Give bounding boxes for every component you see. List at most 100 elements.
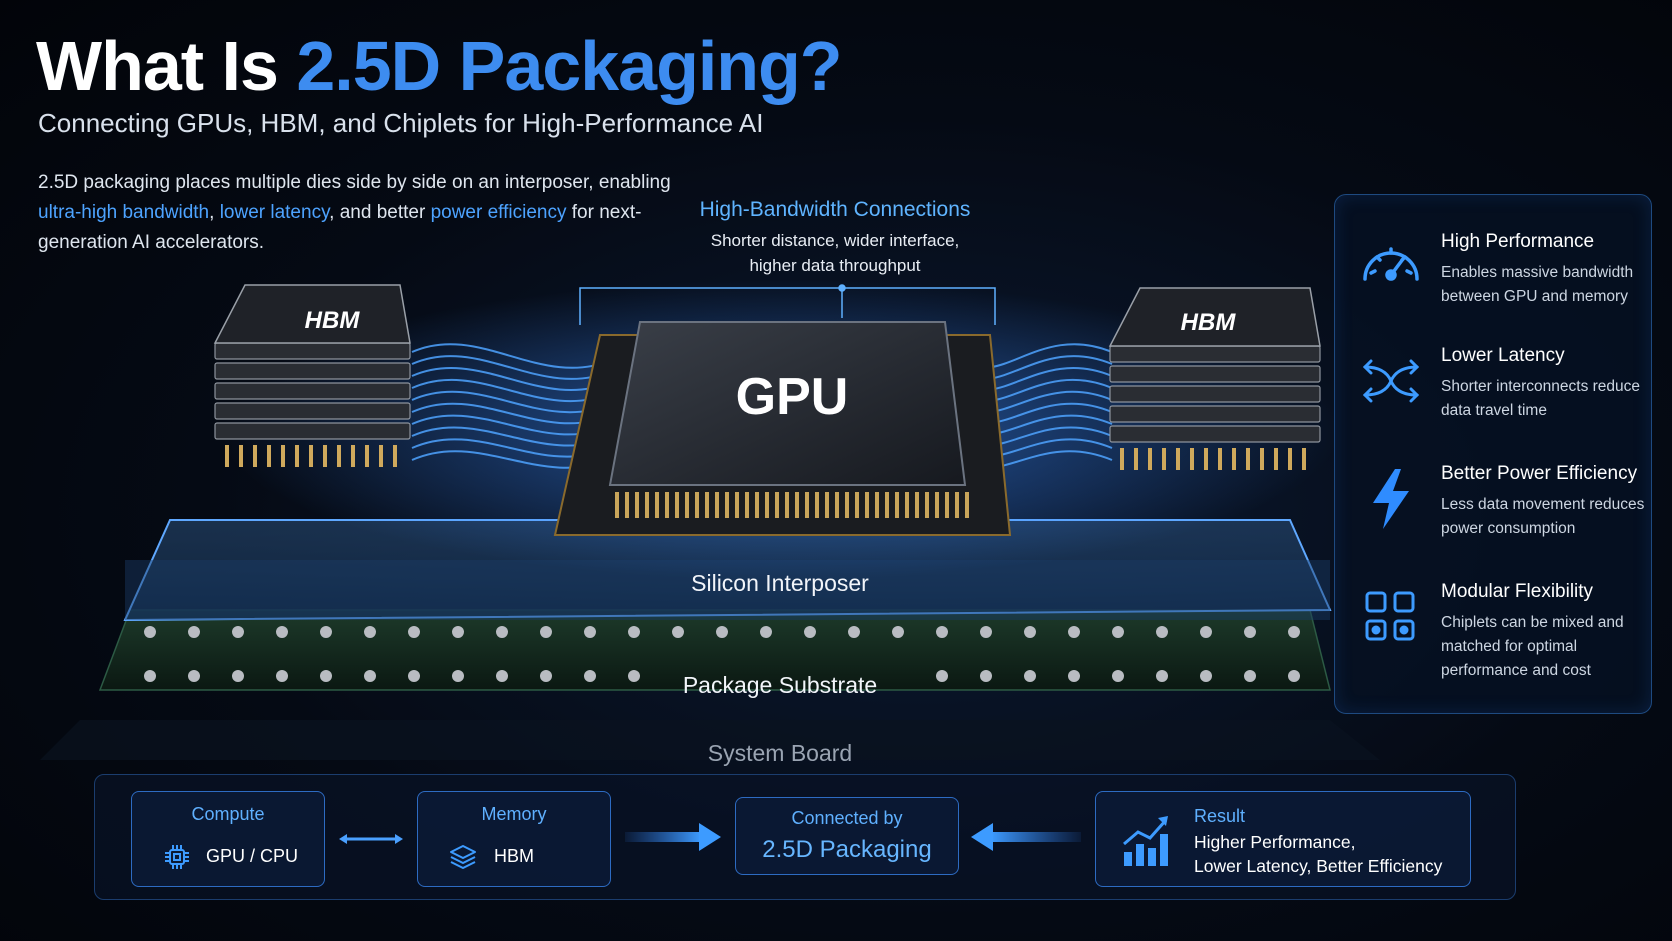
gpu-pin bbox=[935, 492, 939, 518]
gpu-pin bbox=[925, 492, 929, 518]
solder-ball bbox=[408, 670, 420, 682]
solder-ball bbox=[320, 626, 332, 638]
benefits-panel: High Performance Enables massive bandwid… bbox=[1334, 194, 1652, 714]
micro-bump bbox=[393, 445, 397, 467]
solder-ball bbox=[144, 670, 156, 682]
solder-ball bbox=[1244, 670, 1256, 682]
gpu-pin bbox=[755, 492, 759, 518]
gpu-label: GPU bbox=[736, 368, 849, 426]
micro-bump bbox=[225, 445, 229, 467]
solder-ball bbox=[452, 670, 464, 682]
interposer-label: Silicon Interposer bbox=[691, 570, 869, 596]
hbm-die-layer bbox=[214, 382, 411, 400]
callout-bracket bbox=[579, 284, 996, 325]
solder-ball bbox=[716, 626, 728, 638]
gpu-pin bbox=[895, 492, 899, 518]
page-subtitle: Connecting GPUs, HBM, and Chiplets for H… bbox=[38, 108, 764, 138]
solder-balls bbox=[144, 626, 1300, 682]
solder-ball bbox=[364, 626, 376, 638]
solder-ball bbox=[1112, 626, 1124, 638]
solder-ball bbox=[188, 670, 200, 682]
micro-bump bbox=[1134, 448, 1138, 470]
modules-icon bbox=[1365, 591, 1415, 641]
gpu-pin bbox=[665, 492, 669, 518]
gpu-pin bbox=[725, 492, 729, 518]
hbm-top-die bbox=[1108, 287, 1321, 347]
micro-bump bbox=[1288, 448, 1292, 470]
hbm-die-layer bbox=[214, 422, 411, 440]
hbm-die-layer bbox=[214, 362, 411, 380]
micro-bump bbox=[281, 445, 285, 467]
flow-box-value: Lower Latency, Better Efficiency bbox=[1194, 856, 1443, 876]
trace-left bbox=[411, 343, 613, 369]
solder-ball bbox=[408, 626, 420, 638]
solder-ball bbox=[1024, 626, 1036, 638]
gpu-pin bbox=[945, 492, 949, 518]
solder-ball bbox=[1288, 670, 1300, 682]
solder-ball bbox=[936, 626, 948, 638]
benefit-description: Less data movement reduces power consump… bbox=[1441, 496, 1645, 537]
gpu-pin bbox=[715, 492, 719, 518]
flow-box-heading: Compute bbox=[191, 804, 265, 824]
micro-bump bbox=[337, 445, 341, 467]
solder-ball bbox=[1200, 670, 1212, 682]
growth-chart-icon bbox=[1123, 816, 1168, 866]
micro-bump bbox=[1204, 448, 1208, 470]
solder-ball bbox=[144, 626, 156, 638]
layers-icon bbox=[450, 845, 476, 869]
micro-bump bbox=[379, 445, 383, 467]
chip-icon bbox=[165, 845, 189, 869]
gpu-pin bbox=[815, 492, 819, 518]
gpu-pin bbox=[865, 492, 869, 518]
gpu-pin bbox=[825, 492, 829, 518]
solder-ball bbox=[232, 670, 244, 682]
solder-ball bbox=[980, 626, 992, 638]
solder-ball bbox=[496, 626, 508, 638]
benefit-description: Enables massive bandwidth between GPU an… bbox=[1441, 264, 1634, 305]
flow-box-compute: Compute GPU / CPU bbox=[131, 791, 325, 887]
trace-left bbox=[411, 355, 613, 380]
gpu-pin bbox=[685, 492, 689, 518]
micro-bump bbox=[1120, 448, 1124, 470]
solder-ball bbox=[1156, 670, 1168, 682]
solder-ball bbox=[1200, 626, 1212, 638]
flow-box-memory: Memory HBM bbox=[417, 791, 611, 887]
solder-ball bbox=[452, 626, 464, 638]
hbm-top-die bbox=[213, 284, 411, 344]
flow-box-value: HBM bbox=[494, 846, 534, 866]
gpu-pin bbox=[705, 492, 709, 518]
gpu-pin bbox=[805, 492, 809, 518]
hbm-die-layer bbox=[214, 342, 411, 360]
gpu-pin bbox=[655, 492, 659, 518]
gpu-pin bbox=[885, 492, 889, 518]
solder-ball bbox=[892, 626, 904, 638]
solder-ball bbox=[848, 626, 860, 638]
intro-paragraph: 2.5D packaging places multiple dies side… bbox=[38, 172, 671, 253]
callout-title: High-Bandwidth Connections bbox=[699, 198, 971, 221]
micro-bump bbox=[309, 445, 313, 467]
hbm-left-label: HBM bbox=[305, 307, 361, 334]
gpu-pin bbox=[625, 492, 629, 518]
gpu-pin bbox=[735, 492, 739, 518]
speedometer-icon bbox=[1363, 247, 1419, 281]
gpu-pin bbox=[775, 492, 779, 518]
flow-summary: Compute GPU / CPU Memory HBM Connected b… bbox=[94, 774, 1516, 900]
gpu-pin bbox=[965, 492, 969, 518]
gpu-pin bbox=[835, 492, 839, 518]
hbm-die-layer bbox=[1109, 385, 1321, 403]
micro-bump bbox=[1148, 448, 1152, 470]
gpu-pin bbox=[695, 492, 699, 518]
benefit-title: High Performance bbox=[1441, 231, 1595, 252]
solder-ball bbox=[760, 626, 772, 638]
solder-ball bbox=[628, 626, 640, 638]
benefit-title: Modular Flexibility bbox=[1441, 581, 1594, 602]
solder-ball bbox=[1024, 670, 1036, 682]
benefit-title: Lower Latency bbox=[1441, 345, 1565, 366]
micro-bump bbox=[1162, 448, 1166, 470]
arrows-converge-icon bbox=[1362, 359, 1420, 403]
micro-bump bbox=[253, 445, 257, 467]
gpu-pin bbox=[645, 492, 649, 518]
hbm-right-label: HBM bbox=[1181, 309, 1237, 336]
solder-ball bbox=[1068, 670, 1080, 682]
gpu-pin bbox=[915, 492, 919, 518]
